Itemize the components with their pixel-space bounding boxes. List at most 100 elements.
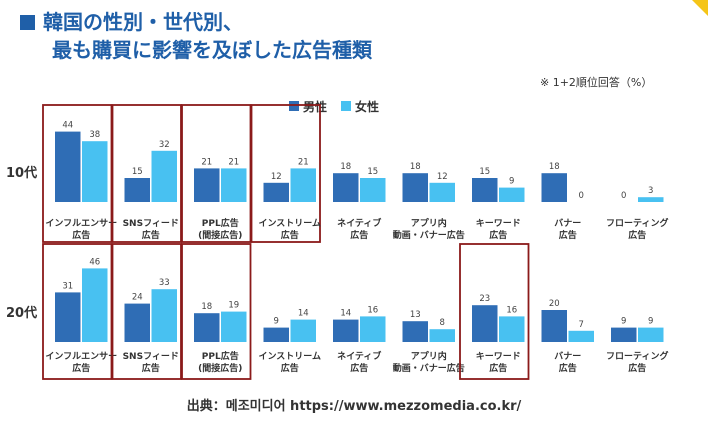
highlight-box [181, 104, 252, 243]
bar-female [360, 316, 386, 342]
bar-value-label: 16 [367, 305, 378, 315]
category-label: PPL広告 [202, 350, 239, 362]
highlight-box [459, 243, 530, 380]
bar-value-label: 8 [440, 318, 445, 328]
category-label: (間接広告) [198, 362, 242, 374]
legend-label-male: 男性 [303, 99, 327, 114]
bar-value-label: 33 [159, 278, 170, 288]
bar-female [499, 316, 525, 342]
bar-male [472, 178, 498, 202]
category-label: 広告 [142, 229, 160, 241]
category-label: 広告 [559, 362, 577, 374]
bar-value-label: 15 [132, 167, 143, 177]
bar-female [221, 168, 247, 202]
category-label: インストリーム [258, 218, 321, 229]
bar-value-label: 21 [228, 157, 239, 167]
bar-value-label: 23 [479, 294, 490, 304]
bar-male [611, 327, 637, 342]
bar-value-label: 20 [549, 299, 560, 309]
highlight-box [42, 243, 113, 380]
bar-female [429, 329, 455, 342]
bar-female [568, 330, 594, 342]
bar-female [638, 197, 664, 202]
title-square-icon [20, 15, 35, 30]
corner-decoration [692, 0, 708, 16]
bar-value-label: 13 [410, 310, 421, 320]
category-label: 広告 [281, 362, 299, 374]
category-label: PPL広告 [202, 217, 239, 229]
category-label: バナー [554, 351, 581, 362]
category-label: インフルエンサー [45, 218, 117, 229]
category-label: 広告 [489, 362, 507, 374]
bar-value-label: 18 [340, 162, 351, 172]
bar-male [55, 292, 81, 342]
row-label-1: 20代 [6, 305, 37, 321]
bar-value-label: 9 [509, 177, 514, 187]
highlight-box [111, 104, 182, 243]
bar-value-label: 44 [62, 121, 73, 131]
bar-value-label: 15 [367, 167, 378, 177]
category-label: インフルエンサー [45, 351, 117, 362]
title-block: 韓国の性別・世代別、 最も購買に影響を及ぼした広告種類 [20, 8, 372, 64]
category-label: (間接広告) [198, 229, 242, 241]
bar-male [263, 182, 289, 202]
row-label-0: 10代 [6, 165, 37, 181]
category-label: アプリ内 [411, 217, 447, 229]
bar-male [124, 178, 150, 202]
category-label: 広告 [350, 229, 368, 241]
bar-male [263, 327, 289, 342]
bar-male [194, 313, 220, 342]
bar-value-label: 7 [579, 320, 584, 330]
bar-female [360, 178, 386, 202]
category-label: SNSフィード [123, 218, 179, 229]
bar-female [290, 168, 316, 202]
title-text-2: 最も購買に影響を及ぼした広告種類 [52, 38, 372, 62]
category-label: 広告 [628, 229, 646, 241]
bar-male [55, 131, 81, 202]
bar-value-label: 18 [410, 162, 421, 172]
bar-value-label: 21 [201, 157, 212, 167]
category-label: フローティング [606, 350, 668, 362]
bar-value-label: 14 [298, 309, 309, 319]
category-label: 動画・バナー広告 [393, 229, 465, 241]
bar-male [541, 173, 567, 202]
bar-female [151, 150, 177, 202]
legend-swatch-female [341, 101, 351, 111]
bar-value-label: 9 [648, 317, 653, 327]
source-credit: 出典：메조미디어 https://www.mezzomedia.co.kr/ [186, 399, 522, 414]
category-label: 動画・バナー広告 [393, 362, 465, 374]
bar-value-label: 15 [479, 167, 490, 177]
bar-male [194, 168, 220, 202]
title-line-1: 韓国の性別・世代別、 [20, 8, 372, 36]
bar-female [429, 182, 455, 202]
bar-value-label: 24 [132, 293, 143, 303]
bar-female [82, 141, 108, 202]
unit-note: ※ 1+2順位回答（%） [540, 76, 653, 89]
bar-male [333, 319, 359, 342]
category-label: キーワード [476, 218, 521, 229]
category-label: フローティング [606, 217, 668, 229]
bar-male [402, 173, 428, 202]
category-label: ネイティブ [337, 350, 381, 362]
bar-value-label: 46 [89, 257, 100, 267]
category-label: 広告 [72, 362, 90, 374]
category-label: 広告 [142, 362, 160, 374]
bar-value-label: 14 [340, 309, 351, 319]
bar-female [221, 311, 247, 342]
category-label: インストリーム [258, 351, 321, 362]
bar-value-label: 0 [621, 191, 626, 201]
category-label: 広告 [350, 362, 368, 374]
category-label: 広告 [559, 229, 577, 241]
category-label: SNSフィード [123, 351, 179, 362]
bar-female [151, 289, 177, 342]
category-label: バナー [554, 218, 581, 229]
legend-swatch-male [289, 101, 299, 111]
bar-value-label: 9 [621, 317, 626, 327]
bar-female [290, 319, 316, 342]
bar-value-label: 18 [549, 162, 560, 172]
bar-male [472, 305, 498, 342]
bar-value-label: 19 [228, 301, 239, 311]
highlight-box [181, 243, 252, 380]
bar-value-label: 9 [274, 317, 279, 327]
bar-value-label: 12 [271, 172, 282, 182]
